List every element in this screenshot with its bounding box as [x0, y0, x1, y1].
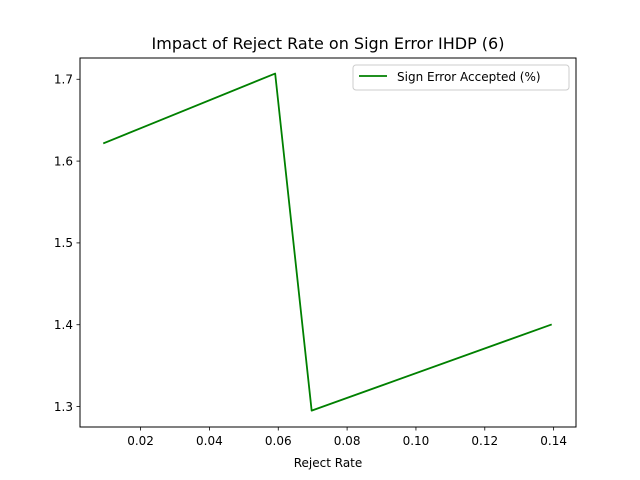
legend-label: Sign Error Accepted (%)	[397, 70, 541, 84]
x-tick-label: 0.04	[196, 434, 223, 448]
x-tick-label: 0.08	[334, 434, 361, 448]
series-line-0	[102, 72, 553, 412]
x-tick-label: 0.06	[265, 434, 292, 448]
x-tick-label: 0.14	[540, 434, 567, 448]
plot-frame	[79, 57, 577, 428]
x-tick-label: 0.02	[127, 434, 154, 448]
y-axis: 1.3 1.4 1.5 1.6 1.7	[54, 73, 80, 414]
legend-box	[352, 64, 570, 91]
y-tick-label: 1.6	[54, 154, 73, 168]
x-tick-label: 0.10	[403, 434, 430, 448]
x-axis-title: Reject Rate	[294, 456, 363, 470]
y-tick-label: 1.4	[54, 318, 73, 332]
legend: Sign Error Accepted (%)	[352, 64, 570, 91]
series-layer	[102, 72, 553, 412]
y-tick-label: 1.7	[54, 73, 73, 87]
chart-title: Impact of Reject Rate on Sign Error IHDP…	[152, 34, 505, 53]
x-tick-label: 0.12	[471, 434, 498, 448]
x-axis: 0.02 0.04 0.06 0.08 0.10 0.12 0.14	[127, 427, 567, 448]
y-tick-label: 1.3	[54, 400, 73, 414]
y-tick-label: 1.5	[54, 236, 73, 250]
